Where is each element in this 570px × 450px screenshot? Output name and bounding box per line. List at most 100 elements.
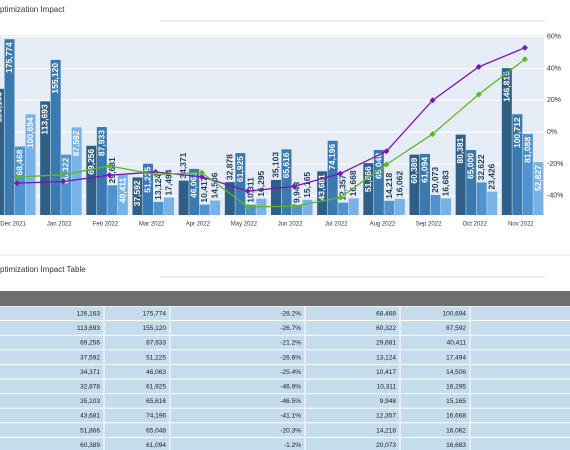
table-cell: 60,322 [376,325,396,332]
bar [476,182,487,215]
bar [409,154,420,215]
table-cell: 175,774 [143,311,167,318]
bar-value-label: 81,088 [522,137,532,163]
bar [292,205,302,215]
table-cell: 61,925 [146,384,166,391]
line-marker [14,180,21,187]
table-cell: 40,411 [447,340,467,347]
bar [235,153,246,215]
bar-value-label: 60,389 [409,157,419,183]
bar [245,204,256,215]
table-cell: -20.3% [280,427,301,434]
bar-value-label: 16,668 [348,170,358,196]
line-marker [244,203,251,210]
table-cell: -21.2% [280,340,301,347]
bar [40,101,51,215]
bar [338,202,349,215]
bar-value-label: 16,683 [441,170,451,196]
bar-value-label: 46,063 [189,172,199,198]
table-cell: 126,163 [77,311,101,318]
line-marker [291,183,298,190]
bar-value-label: 65,048 [373,153,383,179]
y2-tick-label: 60% [547,33,561,40]
bar-value-label: 12,357 [338,174,348,200]
bar-value-label: 35,103 [271,152,281,178]
table-cell: 16,683 [446,442,466,449]
table: 126,163 175,774 -28.2% 68,468 100,694 113,693… [0,306,570,450]
line-series [17,47,526,192]
table-cell: 51,225 [146,354,166,361]
bar [420,153,430,215]
bar [199,204,210,215]
bar [487,191,498,215]
bar-value-label: 10,417 [199,176,209,202]
table-cell: 87,592 [446,325,466,332]
table-header [0,291,570,306]
bar [224,182,235,215]
bar [61,154,72,215]
table-cell: -26.6% [280,354,301,361]
table-row [0,423,570,437]
bar [394,198,405,215]
table-cell: 16,062 [446,427,466,434]
table-row [0,335,570,350]
bar-value-label: 14,506 [210,172,220,198]
bar [302,199,313,215]
table-row [0,408,570,423]
bar-value-label: 87,933 [96,130,106,156]
table-cell: 16,295 [446,384,466,391]
bar-value-label: 69,256 [86,148,96,174]
bar-value-label: 175,774 [4,42,14,73]
bar [455,134,466,215]
bar [189,168,200,215]
line-marker [60,171,67,178]
chart: 60% 40% 20% 0% -20% -40% 126,163 113,693 69,256 3… [0,33,563,228]
line-marker [521,44,528,51]
table-cell: -28.2% [280,311,301,318]
line-marker [383,161,390,168]
table-cell: 16,668 [446,413,466,420]
bar-value-label: 52,827 [533,165,543,191]
table-cell: 10,417 [376,369,396,376]
bar-value-label: 14,218 [384,173,394,199]
table-cell: 61,094 [146,442,166,449]
bar-value-label: 34,371 [178,152,188,178]
bar-value-label: 74,196 [327,144,337,170]
table-cell: -46.9% [280,384,301,391]
bar [178,180,189,215]
table-cell: 155,120 [143,325,167,332]
bar [373,149,384,215]
line-marker [383,148,390,155]
y2-tick-label: -40% [547,193,563,200]
bar [143,163,153,215]
bar [86,145,97,215]
x-tick-label: Feb 2022 [93,222,119,228]
table-cell: 12,357 [376,413,396,420]
bar [501,68,512,215]
table-row [0,350,570,364]
line-marker [521,56,528,63]
x-tick-label: Nov 2022 [508,222,534,228]
bar-value-label: 20,073 [430,167,440,193]
table-cell: 87,933 [146,340,166,347]
x-tick-label: Aug 2022 [370,222,396,228]
bar [15,146,25,215]
table-title: ptimization Impact Table [0,265,86,274]
y2-tick-label: 40% [547,65,561,72]
line-marker [337,194,344,201]
bar [71,127,82,215]
table-cell: 113,693 [77,325,100,332]
bar [384,200,395,215]
bar-value-label: 126,163 [0,92,4,123]
bar-value-label: 87,592 [71,130,81,156]
bar [327,140,338,215]
bar [0,88,4,215]
table-cell: 37,592 [80,354,100,361]
bar-value-label: 146,815 [501,71,511,102]
bar-value-label: 13,124 [153,174,163,200]
bar-value-label: 155,120 [50,63,60,94]
table-cell: 46,063 [146,369,166,376]
bar-value-label: 100,694 [25,117,35,148]
bar [50,59,61,215]
